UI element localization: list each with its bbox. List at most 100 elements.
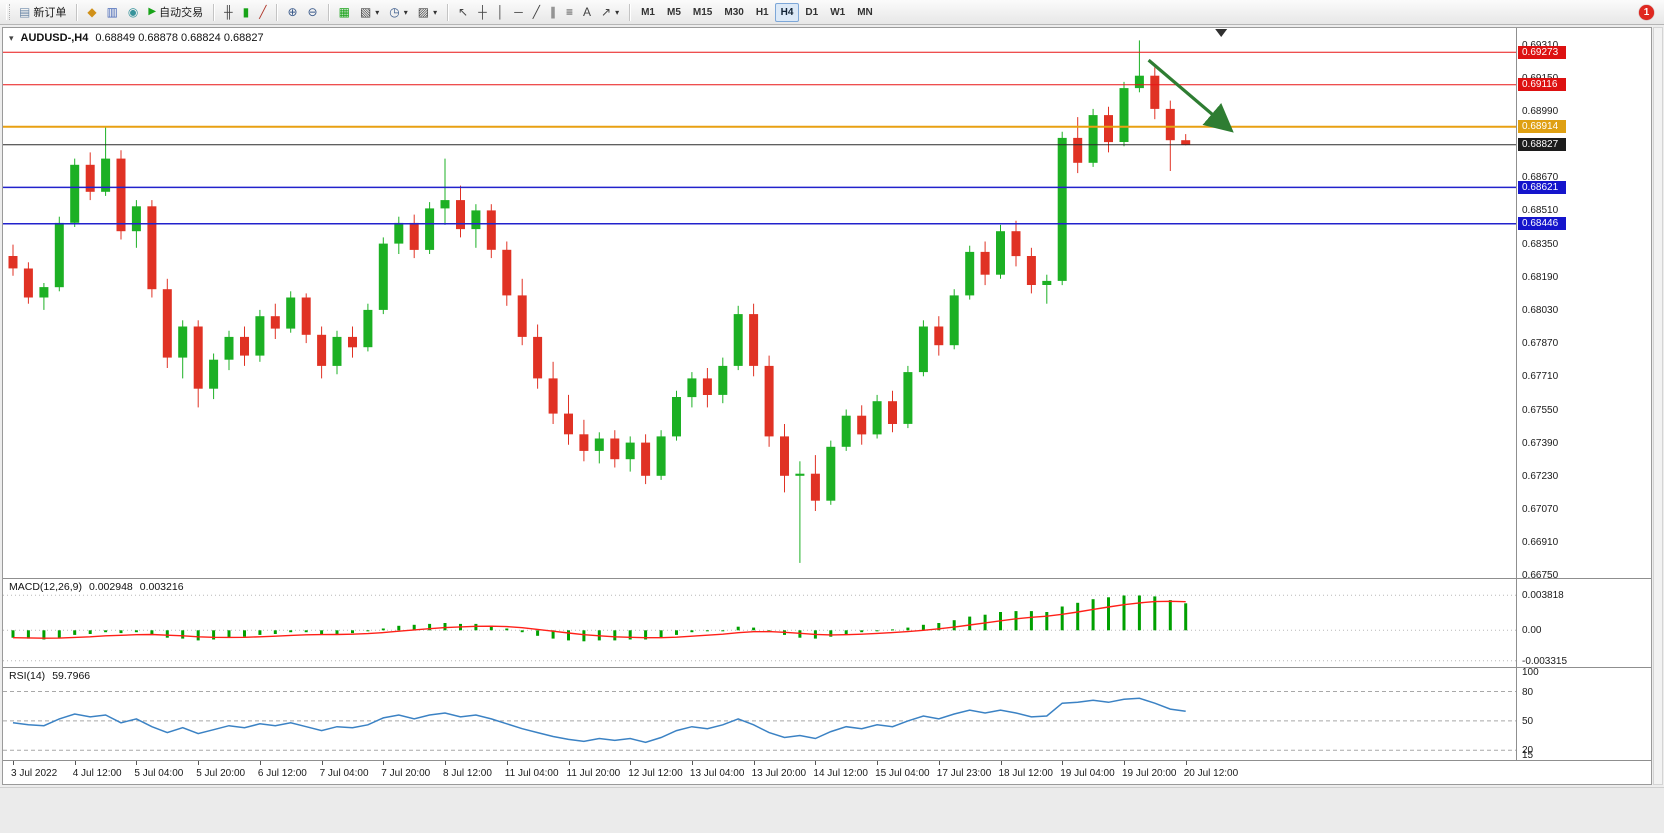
trendline-tool-button[interactable]: ╱ [528,2,545,23]
auto-trading-button[interactable]: ▶ 自动交易 [143,2,208,23]
price-badge: 0.69116 [1518,78,1566,92]
macd-histogram-bar [705,630,709,632]
channel-tool-button[interactable]: ∥ [545,2,561,23]
panel-divider[interactable] [3,667,1651,668]
vertical-scrollbar[interactable] [1653,27,1663,785]
crosshair-icon: ┼ [478,5,487,19]
price-axis[interactable]: 0.693100.691500.689900.688300.686700.685… [1516,28,1651,761]
chart-shift-marker-icon[interactable] [1215,29,1228,37]
cursor-tool-button[interactable]: ↖ [453,2,473,23]
candle [332,330,342,375]
templates-button[interactable]: ▨ ▾ [413,2,442,23]
candle [209,353,219,400]
macd-panel[interactable] [3,579,1516,667]
toolbar-separator [213,3,215,21]
candle [718,357,728,404]
one-click-trading-toggle-icon[interactable]: ▾ [9,32,14,43]
candle [564,394,573,445]
candle [1134,40,1144,93]
time-axis-label: 13 Jul 20:00 [751,768,807,779]
timeframe-h1-button[interactable]: H1 [755,6,769,18]
main-price-chart[interactable] [3,28,1516,578]
bar-chart-icon: ╫ [224,5,233,19]
timeframe-m1-button[interactable]: M1 [641,6,655,18]
time-axis-label: 5 Jul 20:00 [196,768,246,779]
toolbar-separator [629,3,631,21]
line-chart-button[interactable]: ╱ [254,2,271,23]
candle [702,368,712,408]
candle [996,224,1005,279]
text-tool-icon: A [583,5,592,19]
candle [965,245,975,300]
candle [224,330,234,371]
zoom-out-button[interactable]: ⊖ [303,2,323,23]
new-chart-button[interactable]: ▧ ▾ [355,2,384,23]
time-axis-tick [445,761,446,765]
market-watch-button[interactable]: ▥ [102,2,123,23]
candle [672,390,681,441]
candle [178,320,188,379]
toolbar-grip[interactable] [6,4,10,20]
tile-windows-button[interactable]: ▦ [334,2,355,23]
time-axis-tick [259,761,261,765]
tile-windows-icon: ▦ [338,5,350,19]
macd-histogram-bar [412,624,416,631]
time-axis-label: 19 Jul 20:00 [1122,768,1177,779]
macd-histogram-bar [320,630,324,634]
navigator-button[interactable]: ◉ [123,2,143,23]
price-axis-label: 0.67230 [1522,470,1559,482]
period-button[interactable]: ◷ ▾ [384,2,413,23]
horizontal-line-icon: ─ [514,5,523,19]
notification-badge[interactable]: 1 [1639,4,1654,20]
price-axis-label: 0.67870 [1522,338,1559,350]
time-axis-tick [1062,761,1064,765]
price-axis-label: 0.67710 [1522,371,1559,383]
toolbar-separator [276,3,278,21]
arrows-tool-button[interactable]: ↗ ▾ [596,2,624,23]
candle [1057,131,1067,286]
price-axis-label: 0.68350 [1522,238,1559,250]
horizontal-line-tool-button[interactable]: ─ [509,2,528,23]
toolbar-separator [447,3,449,21]
macd-histogram-bar [88,630,92,634]
timeframe-mn-button[interactable]: MN [857,6,873,18]
timeframe-w1-button[interactable]: W1 [830,6,846,18]
macd-histogram-bar [474,623,478,631]
timeframe-m15-button[interactable]: M15 [692,6,713,18]
vertical-line-tool-button[interactable]: │ [492,2,510,23]
timeframe-m5-button[interactable]: M5 [667,6,681,18]
trend-arrow-object[interactable] [1147,58,1234,133]
macd-name: MACD(12,26,9) [9,581,82,593]
time-axis-tick [938,761,940,765]
time-axis-tick [1000,761,1002,765]
navigator-icon: ◉ [127,5,139,19]
timeframe-m30-button[interactable]: M30 [724,6,744,18]
crosshair-tool-button[interactable]: ┼ [473,2,492,23]
candle [425,202,435,254]
macd-histogram-bar [860,630,864,633]
fibonacci-tool-button[interactable]: ≡ [561,2,578,23]
text-tool-button[interactable]: A [578,2,596,23]
timeframe-d1-button[interactable]: D1 [805,6,819,18]
macd-histogram-bar [273,630,277,634]
arrows-tool-icon: ↗ [601,5,612,19]
symbols-button[interactable]: ◆ [82,2,101,23]
candle [301,293,311,344]
panel-divider[interactable] [3,578,1651,579]
new-order-button[interactable]: ▤ 新订单 [14,2,71,23]
candle [1165,100,1175,171]
rsi-panel[interactable] [3,668,1516,760]
candle [162,278,172,368]
candle [378,237,388,315]
zoom-in-button[interactable]: ⊕ [282,2,302,23]
time-axis[interactable]: 3 Jul 2022 4 Jul 12:00 5 Jul 04:00 5 Jul 20… [3,761,1651,784]
macd-histogram-bar [829,630,833,637]
macd-histogram-bar [134,630,138,633]
timeframe-h4-button[interactable]: H4 [774,2,800,22]
candlestick-chart-button[interactable]: ▮ [238,2,255,23]
time-axis-label: 14 Jul 12:00 [813,768,868,779]
candle [610,430,620,468]
bar-chart-button[interactable]: ╫ [219,2,238,23]
time-axis-label: 5 Jul 04:00 [134,768,184,779]
macd-axis-label: -0.003315 [1522,655,1568,667]
